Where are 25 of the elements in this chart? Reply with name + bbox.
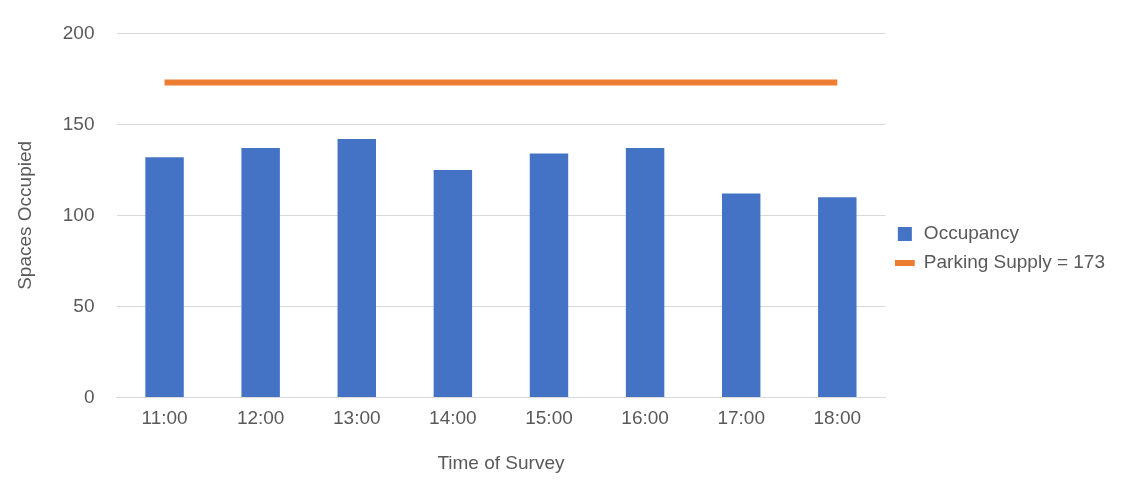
legend-label: Parking Supply = 173: [923, 251, 1106, 273]
bar: [529, 153, 569, 397]
bar: [337, 138, 376, 397]
y-axis-title: Spaces Occupied: [13, 140, 35, 290]
x-tick-label: 12:00: [236, 407, 285, 429]
x-tick-label: 14:00: [429, 407, 477, 429]
y-tick-label: 100: [62, 203, 95, 225]
x-tick-label: 16:00: [621, 407, 669, 429]
bar: [241, 148, 280, 397]
y-tick-label: 200: [62, 21, 95, 43]
bar: [721, 193, 761, 397]
x-axis-title: Time of Survey: [437, 451, 565, 473]
bar: [145, 157, 184, 397]
x-tick-label: 11:00: [141, 407, 188, 429]
bar: [625, 148, 665, 397]
bar: [433, 169, 473, 397]
x-tick-label: 18:00: [813, 407, 862, 429]
x-tick-label: 17:00: [717, 407, 765, 429]
y-tick-label: 50: [73, 294, 95, 316]
y-tick-label: 150: [62, 112, 95, 134]
legend-label: Occupancy: [923, 222, 1020, 244]
x-tick-label: 15:00: [525, 407, 573, 429]
y-tick-label: 0: [83, 385, 95, 407]
bar: [818, 197, 857, 397]
x-tick-label: 13:00: [332, 407, 381, 429]
